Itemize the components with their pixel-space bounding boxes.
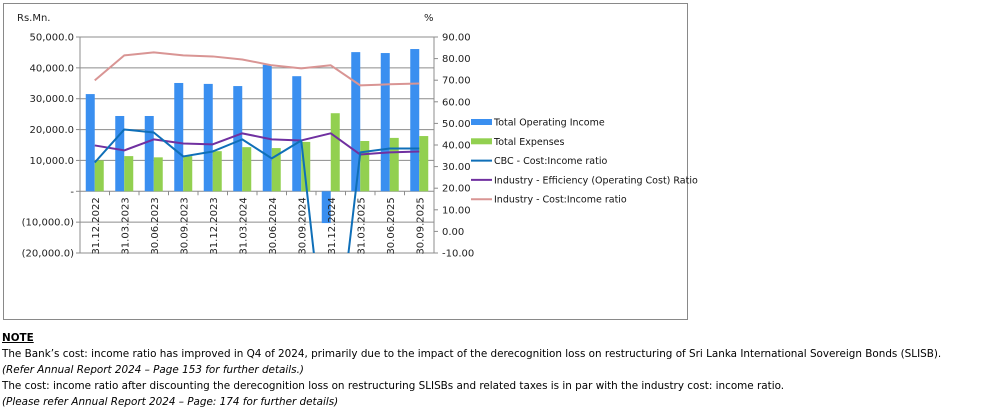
expenses-bar: [301, 141, 311, 192]
gridlines: [80, 36, 434, 254]
category-label: 31.12.2022: [91, 197, 102, 254]
legend-swatch: [471, 138, 492, 145]
operating-income-bar: [380, 53, 390, 192]
right-tick-label: 0.00: [442, 227, 464, 238]
legend-label: Industry - Efficiency (Operating Cost) R…: [494, 175, 698, 186]
expenses-bar: [271, 148, 281, 192]
note-line-2: The cost: income ratio after discounting…: [2, 380, 785, 392]
note-reference-2: (Please refer Annual Report 2024 – Page:…: [2, 396, 339, 408]
left-tick-label: 30,000.0: [29, 94, 74, 105]
category-label: 31.03.2024: [238, 197, 249, 254]
left-tick-label: 40,000.0: [29, 63, 74, 74]
expenses-bar: [94, 160, 104, 192]
expenses-bar: [124, 156, 134, 192]
operating-income-bar: [144, 115, 154, 192]
left-tick-label: (10,000.0): [22, 218, 74, 229]
expenses-bar: [242, 147, 252, 192]
category-label: 31.12.2023: [209, 197, 220, 254]
legend-expenses: Total Expenses: [471, 137, 565, 148]
right-tick-label: 80.00: [442, 54, 471, 65]
left-axis-title: Rs.Mn.: [17, 13, 50, 24]
cbc-cost-income-line: [94, 128, 420, 253]
legend: Total Operating Income Total Expenses CBC …: [471, 118, 698, 206]
lines: [94, 51, 420, 253]
industry-cost-income-line: [94, 51, 420, 87]
operating-income-bar: [233, 86, 243, 192]
left-tick-label: 10,000.0: [29, 156, 74, 167]
right-tick-label: 30.00: [442, 162, 471, 173]
category-label: 30.09.2023: [179, 197, 190, 254]
operating-income-bar: [115, 115, 125, 192]
category-label: 30.06.2023: [150, 197, 161, 254]
category-label: 30.09.2025: [415, 197, 426, 254]
expenses-bar: [153, 157, 163, 192]
operating-income-bar: [351, 52, 361, 192]
legend-swatch: [471, 119, 492, 125]
legend-label: CBC - Cost:Income ratio: [494, 156, 607, 167]
right-tick-label: -10.00: [442, 249, 474, 260]
expenses-bar: [183, 156, 193, 192]
right-tick-label: 60.00: [442, 97, 471, 108]
category-label: 31.12.2024: [327, 197, 338, 254]
axes: [76, 36, 438, 254]
category-label: 31.03.2025: [356, 197, 367, 254]
left-tick-label: 50,000.0: [29, 33, 74, 44]
expenses-bar: [419, 136, 429, 192]
right-tick-label: 40.00: [442, 141, 471, 152]
legend-industry-cost-income: Industry - Cost:Income ratio: [471, 195, 627, 206]
right-tick-label: 90.00: [442, 33, 471, 44]
legend-operating-income: Total Operating Income: [471, 118, 605, 129]
bars: [85, 49, 429, 224]
left-tick-label: (20,000.0): [22, 249, 74, 260]
category-label: 30.09.2024: [297, 197, 308, 254]
legend-label: Industry - Cost:Income ratio: [494, 195, 627, 206]
expenses-bar: [330, 113, 340, 192]
category-label: 31.03.2023: [120, 197, 131, 254]
legend-industry-efficiency: Industry - Efficiency (Operating Cost) R…: [471, 175, 698, 186]
chart-frame: [3, 3, 688, 320]
expenses-bar: [212, 151, 222, 192]
right-tick-label: 50.00: [442, 119, 471, 130]
operating-income-bar: [85, 94, 95, 192]
legend-label: Total Operating Income: [493, 118, 605, 129]
category-label: 30.06.2025: [386, 197, 397, 254]
right-tick-label: 70.00: [442, 76, 471, 87]
left-tick-label: 20,000.0: [29, 125, 74, 136]
legend-label: Total Expenses: [493, 137, 565, 148]
left-tick-label: -: [70, 187, 74, 198]
notes-section: NOTE The Bank’s cost: income ratio has i…: [2, 330, 1000, 410]
operating-income-bar: [262, 64, 272, 192]
note-line-1: The Bank’s cost: income ratio has improv…: [2, 348, 942, 360]
legend-cbc-cost-income: CBC - Cost:Income ratio: [471, 156, 607, 167]
right-tick-label: 10.00: [442, 205, 471, 216]
notes-heading: NOTE: [2, 332, 34, 344]
combo-chart: 50,000.0 40,000.0 30,000.0 20,000.0 10,000.0…: [17, 13, 698, 260]
operating-income-bar: [292, 76, 302, 192]
industry-efficiency-line: [94, 132, 420, 156]
operating-income-bar: [203, 83, 213, 192]
operating-income-bar: [321, 191, 331, 224]
axis-labels: 50,000.0 40,000.0 30,000.0 20,000.0 10,000.0…: [22, 33, 475, 260]
note-reference-1: (Refer Annual Report 2024 – Page 153 for…: [2, 364, 304, 376]
right-axis-title: %: [424, 13, 434, 24]
operating-income-bar: [174, 82, 184, 192]
right-tick-label: 20.00: [442, 184, 471, 195]
category-label: 30.06.2024: [268, 197, 279, 254]
operating-income-bar: [410, 49, 420, 192]
expenses-bar: [389, 137, 399, 192]
expenses-bar: [360, 140, 370, 192]
